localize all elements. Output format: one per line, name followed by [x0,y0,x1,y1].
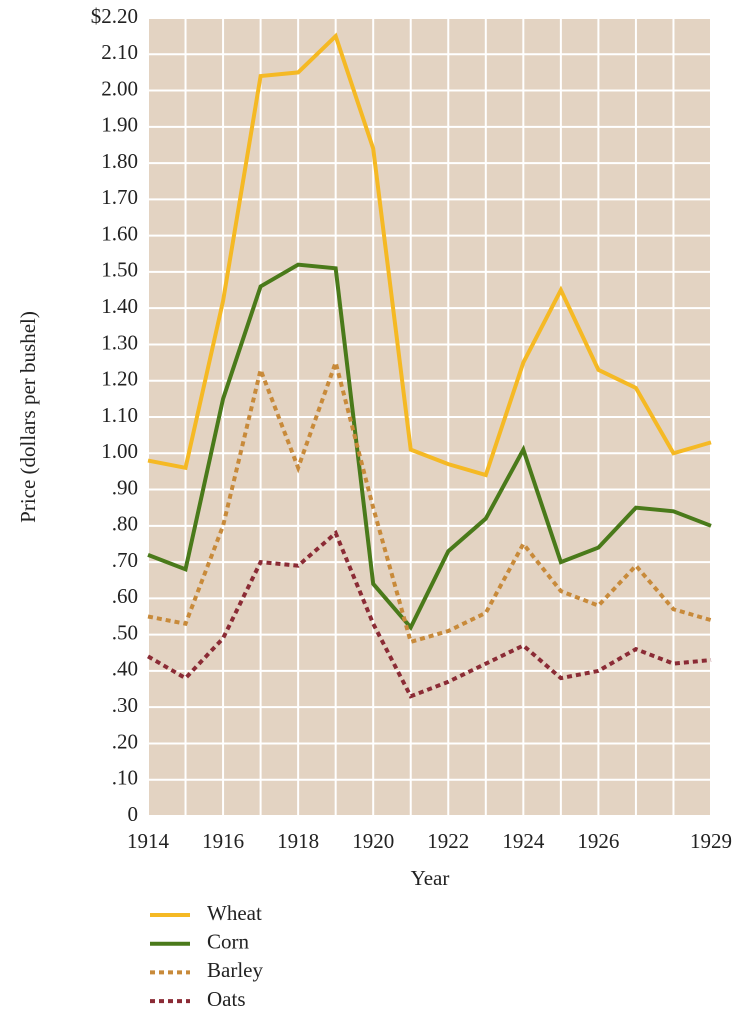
x-tick-label: 1914 [127,829,170,853]
legend-label: Barley [207,958,263,982]
x-tick-label: 1920 [352,829,394,853]
y-tick-label: 1.90 [101,113,138,137]
y-tick-label: 2.10 [101,40,138,64]
y-tick-label: .60 [112,584,138,608]
y-tick-label: 1.00 [101,439,138,463]
y-tick-label: 1.40 [101,294,138,318]
y-tick-label: .40 [112,657,138,681]
y-tick-label: .10 [112,766,138,790]
y-tick-label: .70 [112,548,138,572]
y-tick-label: 1.10 [101,403,138,427]
series-line [147,32,712,478]
y-tick-label: 0 [128,802,139,826]
legend-label: Wheat [207,901,262,925]
y-tick-label: 1.80 [101,149,138,173]
y-tick-label: 2.00 [101,76,138,100]
y-tick-label: $2.20 [91,4,138,28]
x-tick-label: 1929 [690,829,732,853]
y-tick-label: 1.70 [101,185,138,209]
series-line [146,529,712,699]
y-tick-label: .50 [112,620,138,644]
y-tick-label: .90 [112,475,138,499]
x-tick-label: 1916 [202,829,244,853]
y-tick-label: 1.60 [101,221,138,245]
y-tick-label: 1.20 [101,367,138,391]
y-tick-label: .80 [112,512,138,536]
y-tick-label: 1.30 [101,330,138,354]
y-tick-label: .30 [112,693,138,717]
x-axis-label: Year [411,866,450,890]
y-axis-label: Price (dollars per bushel) [16,311,40,523]
series-line [147,262,712,631]
y-tick-label: .20 [112,729,138,753]
x-tick-label: 1922 [427,829,469,853]
x-tick-label: 1926 [577,829,619,853]
legend-label: Corn [207,930,250,954]
x-tick-label: 1924 [502,829,545,853]
x-tick-label: 1918 [277,829,319,853]
series-line [147,355,712,645]
legend-label: Oats [207,987,246,1011]
y-tick-label: 1.50 [101,258,138,282]
